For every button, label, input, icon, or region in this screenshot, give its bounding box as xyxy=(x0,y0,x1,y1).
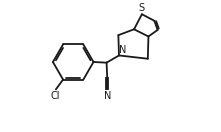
Text: S: S xyxy=(138,3,144,13)
Text: N: N xyxy=(104,91,111,101)
Text: Cl: Cl xyxy=(51,91,60,101)
Text: N: N xyxy=(119,45,127,55)
